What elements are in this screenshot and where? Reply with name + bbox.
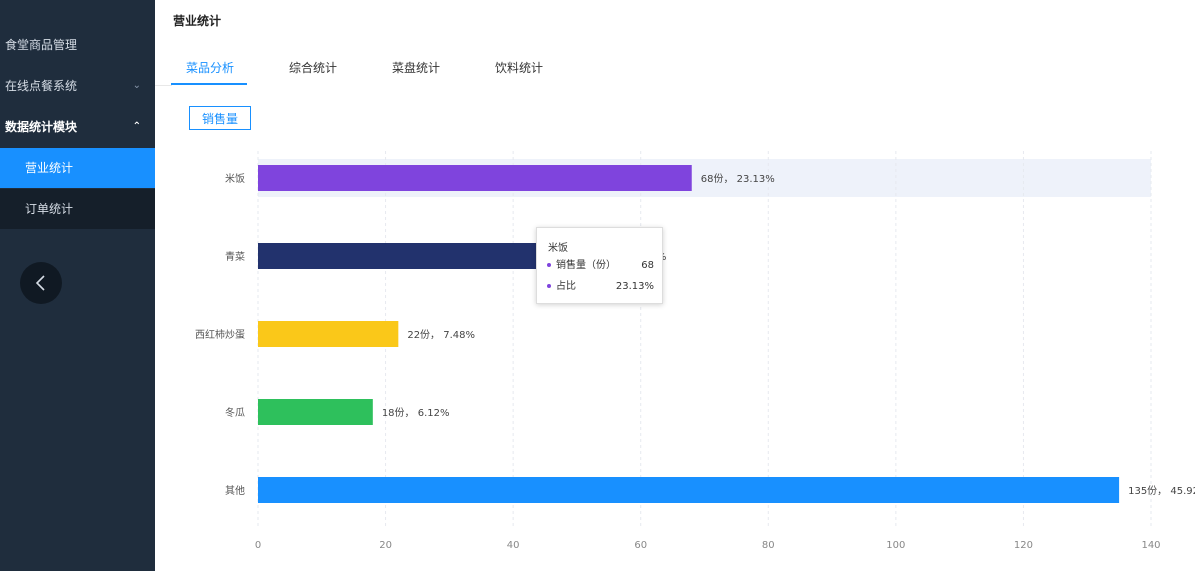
x-tick-label: 40 [507, 540, 520, 551]
y-category-label: 青菜 [225, 250, 245, 263]
tab-drink-statistics[interactable]: 饮料统计 [495, 61, 544, 75]
menu-canteen-goods-label: 食堂商品管理 [5, 38, 78, 52]
data-label: 18份， 6.12% [382, 407, 450, 419]
tab-dish-analysis[interactable]: 菜品分析 [186, 61, 235, 75]
tooltip-series-dot [547, 263, 551, 267]
sales-volume-button[interactable]: 销售量 [189, 106, 251, 130]
tab-plate-statistics[interactable]: 菜盘统计 [392, 61, 441, 75]
bar [258, 321, 399, 347]
y-category-label: 冬瓜 [225, 406, 245, 419]
x-tick-label: 20 [379, 540, 392, 551]
bar [258, 477, 1120, 503]
tooltip-row-percent-value: 23.13% [615, 281, 654, 292]
x-tick-label: 120 [1014, 540, 1033, 551]
chart-tooltip: 米饭 销售量（份） 68 占比 23.13% [536, 227, 663, 304]
x-tick-label: 100 [886, 540, 905, 551]
menu-business-statistics[interactable]: 营业统计 [0, 148, 155, 188]
x-tick-label: 80 [762, 540, 775, 551]
sidebar-collapse-button[interactable] [20, 262, 62, 304]
tooltip-row-percent-label: 占比 [556, 281, 576, 292]
y-category-label: 西红柿炒蛋 [195, 328, 245, 341]
tooltip-series-dot [547, 284, 551, 288]
y-category-label: 其他 [225, 484, 245, 497]
menu-data-statistics-label: 数据统计模块 [5, 120, 78, 134]
page-title: 营业统计 [173, 14, 222, 28]
chevron-up-icon: ⌃ [132, 121, 141, 132]
tooltip-row-sales: 销售量（份） 68 [547, 259, 654, 273]
menu-canteen-goods[interactable]: 食堂商品管理 [0, 25, 155, 65]
y-category-label: 米饭 [225, 172, 245, 185]
menu-order-statistics[interactable]: 订单统计 [0, 189, 155, 229]
tooltip-row-sales-value: 68 [641, 260, 654, 271]
sidebar: 食堂商品管理 在线点餐系统 ⌄ 数据统计模块 ⌃ 营业统计 订单统计 [0, 0, 155, 571]
active-tab-indicator [171, 83, 247, 85]
x-tick-label: 60 [634, 540, 647, 551]
chevron-left-icon [35, 275, 45, 291]
tab-bar: 菜品分析 综合统计 菜盘统计 饮料统计 [155, 52, 1195, 86]
tooltip-row-sales-label: 销售量（份） [556, 260, 616, 271]
menu-online-order[interactable]: 在线点餐系统 ⌄ [0, 66, 155, 106]
menu-online-order-label: 在线点餐系统 [5, 79, 78, 93]
tab-overall-statistics[interactable]: 综合统计 [289, 61, 338, 75]
data-label: 68份， 23.13% [701, 173, 775, 185]
bar [258, 165, 692, 191]
bar [258, 243, 584, 269]
main-content: 营业统计 菜品分析 综合统计 菜盘统计 饮料统计 销售量 0 20 40 60 80 10… [155, 0, 1195, 571]
x-tick-label: 140 [1141, 540, 1160, 551]
chevron-down-icon: ⌄ [132, 80, 141, 91]
menu-business-statistics-label: 营业统计 [25, 161, 74, 175]
tooltip-title: 米饭 [548, 243, 568, 254]
menu-order-statistics-label: 订单统计 [25, 202, 74, 216]
tooltip-row-percent: 占比 23.13% [547, 280, 654, 294]
data-label: 22份， 7.48% [407, 329, 475, 341]
data-label: 135份， 45.92% [1128, 485, 1195, 497]
menu-data-statistics[interactable]: 数据统计模块 ⌃ [0, 107, 155, 147]
bar [258, 399, 373, 425]
x-tick-label: 0 [255, 540, 261, 551]
